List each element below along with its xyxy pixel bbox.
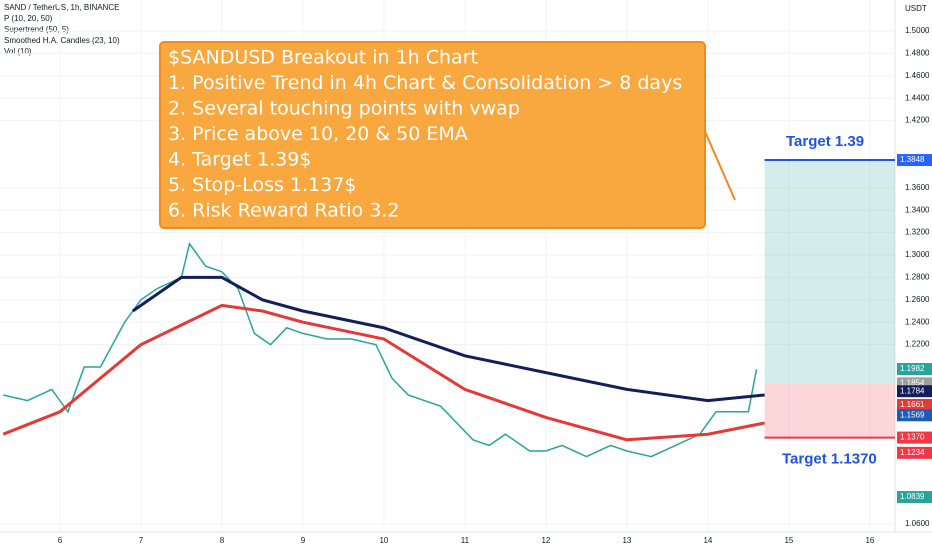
annotation-line: $SANDUSD Breakout in 1h Chart [168,47,478,69]
y-tick-label: 1.0600 [905,519,930,528]
y-tick-label: 1.4400 [905,93,930,102]
price-label: 1.1661 [900,400,925,409]
price-label: 1.1784 [900,386,925,395]
y-tick-label: 1.3600 [905,183,930,192]
y-tick-label: 1.2600 [905,295,930,304]
stop-zone [764,384,895,438]
series-line [131,275,765,403]
header-line: Smoothed H.A. Candles (23, 10) [4,36,120,45]
target-zone [764,160,895,385]
y-tick-label: 1.2200 [905,340,930,349]
header-line: SAND / TetherUS, 1h, BINANCE [4,3,119,12]
annotation-line: 6. Risk Reward Ratio 3.2 [168,200,399,222]
annotation-line: 5. Stop-Loss 1.137$ [168,174,356,196]
price-label-bg [897,154,932,167]
y-tick-label: 1.2800 [905,273,930,282]
price-label-bg [897,363,932,376]
x-tick-label: 16 [865,536,874,545]
price-label: 1.1234 [900,448,925,457]
price-label: 1.0839 [900,492,925,501]
x-tick-label: 7 [139,536,144,545]
price-label: 1.1370 [900,433,925,442]
price-label: 1.1854 [900,378,925,387]
annotation-line: 3. Price above 10, 20 & 50 EMA [168,123,468,145]
x-tick-label: 13 [622,536,631,545]
y-tick-label: 1.4200 [905,116,930,125]
price-label-bg [897,491,932,504]
stop-label: Target 1.1370 [782,451,877,468]
price-label: 1.1982 [900,364,925,373]
x-tick-label: 10 [379,536,388,545]
price-label-bg [897,446,932,459]
series-line [3,242,758,458]
y-tick-label: 1.5000 [905,26,930,35]
header: SAND / TetherUS, 1h, BINANCE P (10, 20, 5… [4,3,120,56]
x-tick-label: 9 [301,536,306,545]
annotation-line: 1. Positive Trend in 4h Chart & Consolid… [168,72,682,94]
x-tick-label: 15 [784,536,793,545]
y-tick-label: 1.4600 [905,71,930,80]
annotation-line: 4. Target 1.39$ [168,149,311,171]
currency: USDT [905,4,927,13]
price-label-bg [897,409,932,422]
y-tick-label: 1.2400 [905,317,930,326]
x-tick-label: 14 [703,536,712,545]
header-line: P (10, 20, 50) [4,14,53,23]
x-tick-label: 12 [541,536,550,545]
header-line: Vol (10) [4,47,32,56]
annotation-line: 2. Several touching points with vwap [168,98,520,120]
price-label-bg [897,398,932,411]
price-label-bg [897,385,932,398]
header-line: Supertrend (50, 5) [4,25,69,34]
x-tick-label: 6 [58,536,63,545]
x-tick-label: 11 [461,536,470,545]
y-tick-label: 1.3000 [905,250,930,259]
price-label-bg [897,431,932,444]
price-label: 1.3848 [900,155,925,164]
series-line [2,303,765,442]
price-label: 1.1569 [900,410,925,419]
y-tick-label: 1.4800 [905,49,930,58]
y-tick-label: 1.3400 [905,205,930,214]
x-tick-label: 8 [220,536,225,545]
annotation-box [159,41,706,229]
y-tick-label: 1.3200 [905,228,930,237]
target-label: Target 1.39 [786,133,864,150]
